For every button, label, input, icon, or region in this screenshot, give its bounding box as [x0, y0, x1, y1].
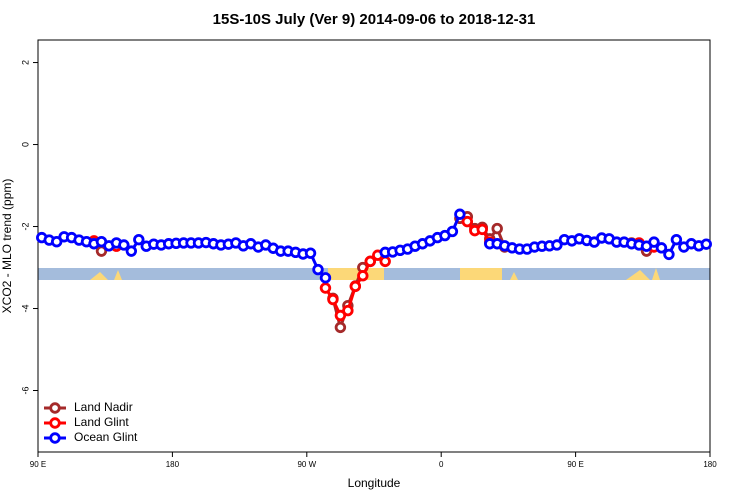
y-tick-label: -6: [20, 386, 30, 394]
series-marker: [357, 270, 369, 282]
series-marker: [118, 239, 130, 251]
series-marker: [327, 293, 339, 306]
series-marker: [551, 239, 563, 251]
y-axis-label: XCO2 - MLO trend (ppm): [0, 179, 14, 314]
series-marker: [461, 215, 474, 228]
y-tick-label: -4: [20, 305, 30, 313]
series-marker: [334, 321, 347, 334]
y-tick-label: 0: [20, 142, 30, 147]
series-marker: [663, 248, 675, 261]
series-marker: [446, 225, 459, 238]
series-marker: [133, 233, 145, 246]
x-tick-label: 180: [703, 460, 717, 469]
land-band: [510, 272, 518, 280]
legend-marker: [49, 432, 61, 444]
series-marker: [670, 233, 683, 246]
land-band: [626, 270, 650, 280]
x-axis-label: Longitude: [348, 476, 401, 490]
series-marker: [349, 280, 362, 293]
land-band: [460, 268, 502, 280]
x-tick-label: 90 E: [30, 460, 46, 469]
legend-label: Land Nadir: [74, 400, 133, 414]
legend-label: Ocean Glint: [74, 430, 138, 444]
series-marker: [648, 236, 660, 248]
series-marker: [50, 235, 63, 248]
legend-label: Land Glint: [74, 415, 129, 429]
series-marker: [304, 247, 317, 259]
x-tick-label: 0: [439, 460, 444, 469]
land-band: [652, 268, 660, 280]
series-marker: [454, 208, 466, 220]
legend-marker: [49, 402, 61, 414]
series-marker: [319, 272, 332, 284]
series-marker: [364, 255, 376, 268]
land-band: [90, 272, 108, 280]
plot-frame: [37, 39, 711, 453]
series-marker: [342, 304, 354, 317]
series-marker: [334, 309, 347, 322]
x-tick-label: 180: [166, 460, 180, 469]
x-tick-label: 90 E: [567, 460, 583, 469]
legend-marker: [49, 417, 61, 429]
land-ocean-band: [38, 268, 710, 280]
y-tick-label: -2: [20, 223, 30, 231]
x-tick-label: 90 W: [297, 460, 316, 469]
y-tick-label: 2: [20, 60, 30, 65]
series-marker: [312, 263, 324, 276]
series-marker: [476, 223, 488, 236]
series-marker: [319, 282, 332, 294]
series-marker: [655, 242, 668, 254]
series-marker: [700, 238, 712, 250]
land-band: [328, 268, 384, 280]
series-marker: [125, 245, 138, 257]
land-band: [114, 270, 122, 280]
chart-title: 15S-10S July (Ver 9) 2014-09-06 to 2018-…: [213, 11, 536, 28]
series-marker: [491, 222, 503, 235]
series-marker: [379, 255, 391, 268]
